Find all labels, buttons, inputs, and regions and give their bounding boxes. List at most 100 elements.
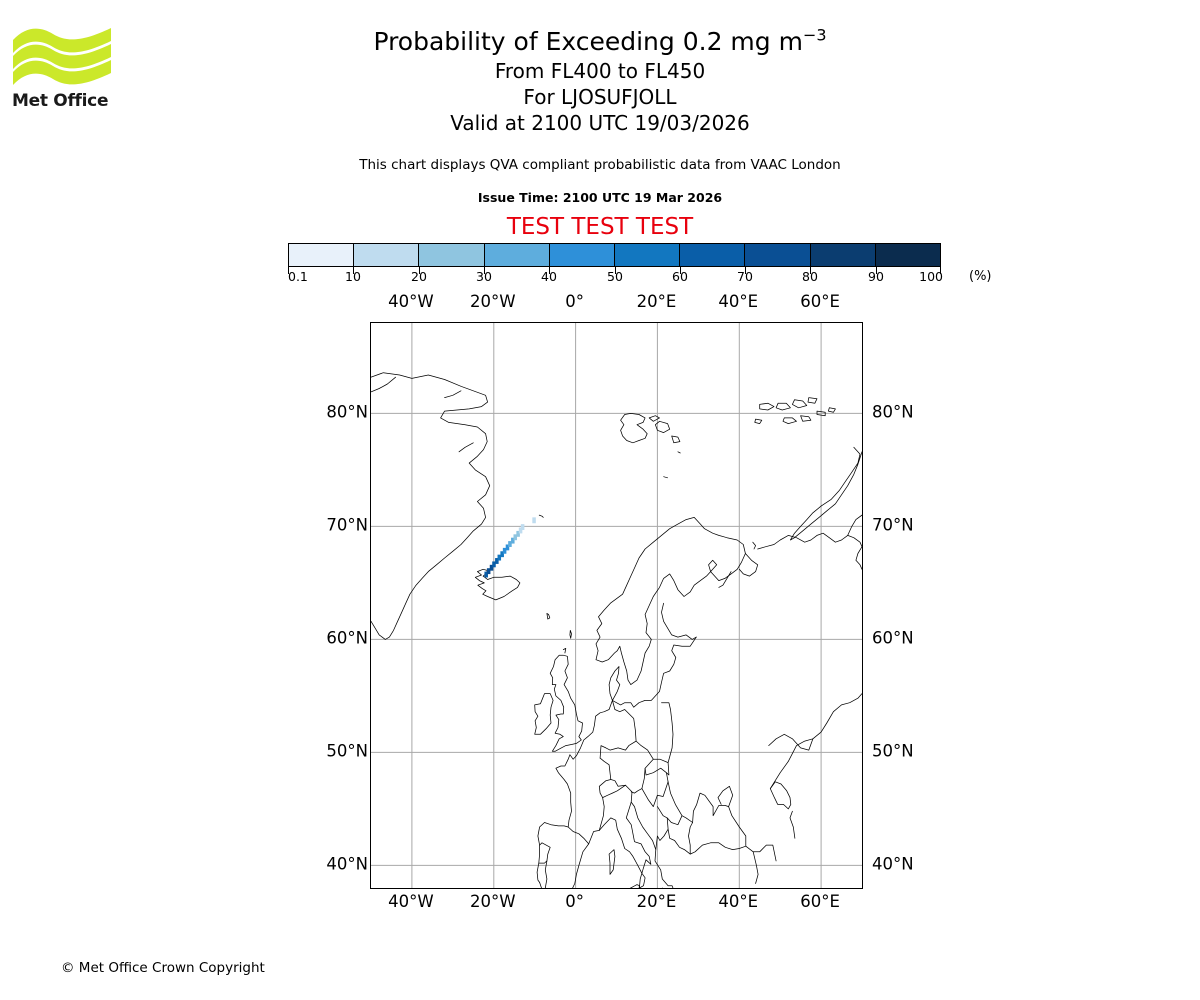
coastline-segment bbox=[538, 514, 544, 518]
latitude-tick-label: 60°N bbox=[872, 628, 914, 648]
coastline-segment bbox=[544, 860, 548, 888]
colorbar-tick bbox=[615, 267, 616, 274]
met-office-logo: Met Office bbox=[12, 22, 112, 114]
coastline-segment bbox=[595, 517, 746, 685]
plume-cell bbox=[518, 527, 523, 534]
colorbar-unit-label: (%) bbox=[969, 269, 992, 284]
longitude-tick-label: 20°W bbox=[469, 892, 516, 911]
coastline-segment bbox=[769, 781, 792, 810]
coastline-segment bbox=[458, 442, 474, 453]
coastline-segment bbox=[444, 390, 462, 398]
colorbar-tick-label: 80 bbox=[802, 269, 818, 284]
coastline-segment bbox=[759, 402, 775, 411]
map-panel[interactable] bbox=[370, 322, 863, 889]
colorbar-tick-label: 100 bbox=[919, 269, 943, 284]
colorbar-tick bbox=[680, 267, 681, 274]
colorbar-segment bbox=[353, 244, 419, 266]
coastline-segment bbox=[657, 806, 683, 826]
chart-title-block: Probability of Exceeding 0.2 mg m−3 From… bbox=[0, 26, 1200, 136]
coastline-segment bbox=[612, 636, 697, 708]
plume-cell bbox=[511, 537, 515, 544]
coastline-segment bbox=[655, 420, 671, 433]
coastline-segment bbox=[538, 842, 551, 864]
colorbar-tick bbox=[810, 267, 811, 274]
latitude-tick-label: 70°N bbox=[326, 515, 368, 535]
coastline-segment bbox=[644, 758, 670, 776]
coastline-segment bbox=[474, 568, 521, 601]
colorbar-tick-label: 90 bbox=[868, 269, 884, 284]
coastline-segment bbox=[599, 700, 637, 759]
coastline-segment bbox=[569, 630, 572, 639]
longitude-labels-top: 40°W 20°W 0° 20°E 40°E 60°E bbox=[370, 292, 863, 314]
coastline-segment bbox=[620, 413, 648, 444]
coastline-segment bbox=[769, 693, 862, 789]
latitude-tick-label: 50°N bbox=[872, 741, 914, 761]
coastline-segment bbox=[775, 402, 791, 411]
coastline-segment bbox=[718, 571, 732, 588]
met-office-logo-text: Met Office bbox=[12, 91, 109, 111]
coastline-segment bbox=[789, 810, 796, 839]
colorbar-tick-label: 0.1 bbox=[288, 269, 308, 284]
title-valid-time: Valid at 2100 UTC 19/03/2026 bbox=[450, 111, 750, 135]
plume-cell bbox=[520, 524, 525, 531]
title-volcano: For LJOSUFJOLL bbox=[523, 85, 677, 109]
coastline-segment bbox=[717, 785, 734, 807]
coastline-segment bbox=[663, 476, 668, 479]
latitude-tick-label: 60°N bbox=[326, 628, 368, 648]
longitude-tick-label: 20°E bbox=[636, 892, 677, 911]
colorbar-tick bbox=[876, 267, 877, 274]
colorbar-segment bbox=[874, 244, 941, 266]
colorbar-tick-label: 20 bbox=[411, 269, 427, 284]
colorbar-tick bbox=[549, 267, 550, 274]
colorbar-gradient bbox=[288, 243, 941, 267]
coastline-segment bbox=[608, 849, 616, 875]
latitude-labels-left: 40°N 50°N 60°N 70°N 80°N bbox=[288, 322, 368, 889]
colorbar-tick-label: 10 bbox=[345, 269, 361, 284]
latitude-tick-label: 80°N bbox=[326, 402, 368, 422]
colorbar-segment bbox=[744, 244, 810, 266]
coastline-segment bbox=[754, 418, 763, 424]
coastline-segment bbox=[536, 700, 613, 883]
plume-cell bbox=[532, 517, 536, 524]
coastline-segment bbox=[648, 415, 660, 422]
colorbar-tick-label: 70 bbox=[737, 269, 753, 284]
probability-colorbar bbox=[288, 243, 941, 267]
coastline-segment bbox=[371, 372, 491, 640]
coastline-segment bbox=[371, 376, 396, 393]
longitude-tick-label: 20°W bbox=[469, 292, 516, 311]
coastline-segment bbox=[792, 399, 808, 409]
colorbar-tick bbox=[288, 267, 289, 274]
colorbar-segment bbox=[418, 244, 484, 266]
coastline-segment bbox=[546, 613, 551, 620]
colorbar-tick-label: 50 bbox=[607, 269, 623, 284]
colorbar-tick bbox=[745, 267, 746, 274]
longitude-tick-label: 0° bbox=[565, 292, 584, 311]
plume-cell bbox=[492, 561, 496, 568]
coastline-segment bbox=[828, 407, 836, 413]
latitude-tick-label: 70°N bbox=[872, 515, 914, 535]
coastline-segment bbox=[549, 654, 583, 752]
coastline-segment bbox=[598, 784, 626, 831]
plume-cell bbox=[502, 547, 507, 554]
coastline-segment bbox=[598, 779, 612, 798]
colorbar-segment bbox=[548, 244, 615, 266]
colorbar-segment bbox=[289, 244, 354, 266]
latitude-tick-label: 80°N bbox=[872, 402, 914, 422]
longitude-tick-label: 60°E bbox=[800, 292, 840, 311]
colorbar-segment bbox=[483, 244, 549, 266]
coastline-segment bbox=[847, 514, 862, 536]
longitude-tick-label: 40°W bbox=[388, 292, 434, 311]
colorbar-tick-label: 30 bbox=[476, 269, 492, 284]
coastline-segment bbox=[782, 417, 797, 424]
coastline-segment bbox=[655, 828, 669, 850]
coastline-segment bbox=[539, 801, 674, 888]
coastline-segment bbox=[855, 546, 862, 570]
colorbar-segment bbox=[679, 244, 745, 266]
title-flight-levels: From FL400 to FL450 bbox=[494, 59, 706, 83]
colorbar-tick bbox=[940, 267, 941, 274]
colorbar-ticks bbox=[288, 267, 941, 274]
coastline-segment bbox=[661, 602, 697, 640]
latitude-tick-label: 50°N bbox=[326, 741, 368, 761]
colorbar-segment bbox=[809, 244, 875, 266]
coastline-segment bbox=[630, 767, 646, 794]
